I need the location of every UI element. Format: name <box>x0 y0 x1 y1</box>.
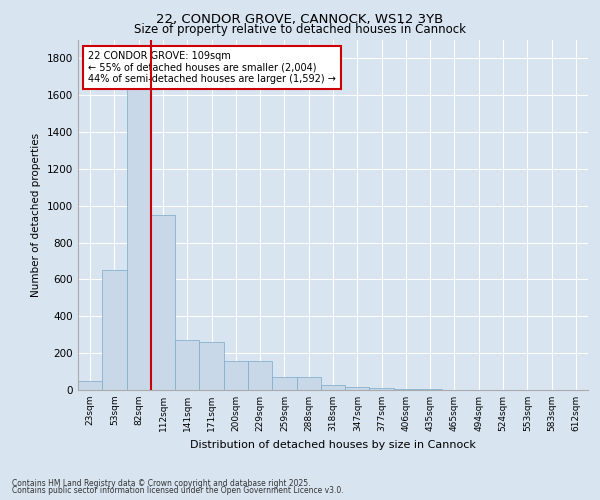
Bar <box>321 386 345 390</box>
Bar <box>102 270 127 390</box>
Bar <box>370 388 394 390</box>
Bar <box>248 360 272 390</box>
Text: 22, CONDOR GROVE, CANNOCK, WS12 3YB: 22, CONDOR GROVE, CANNOCK, WS12 3YB <box>157 12 443 26</box>
Bar <box>394 389 418 390</box>
Bar <box>272 377 296 390</box>
Text: Size of property relative to detached houses in Cannock: Size of property relative to detached ho… <box>134 22 466 36</box>
Y-axis label: Number of detached properties: Number of detached properties <box>31 133 41 297</box>
Bar <box>175 340 199 390</box>
Bar <box>345 387 370 390</box>
X-axis label: Distribution of detached houses by size in Cannock: Distribution of detached houses by size … <box>190 440 476 450</box>
Text: Contains public sector information licensed under the Open Government Licence v3: Contains public sector information licen… <box>12 486 344 495</box>
Bar <box>78 381 102 390</box>
Bar <box>151 215 175 390</box>
Text: 22 CONDOR GROVE: 109sqm
← 55% of detached houses are smaller (2,004)
44% of semi: 22 CONDOR GROVE: 109sqm ← 55% of detache… <box>88 50 336 84</box>
Bar <box>199 342 224 390</box>
Text: Contains HM Land Registry data © Crown copyright and database right 2025.: Contains HM Land Registry data © Crown c… <box>12 478 311 488</box>
Bar <box>296 377 321 390</box>
Bar <box>224 360 248 390</box>
Bar <box>127 80 151 390</box>
